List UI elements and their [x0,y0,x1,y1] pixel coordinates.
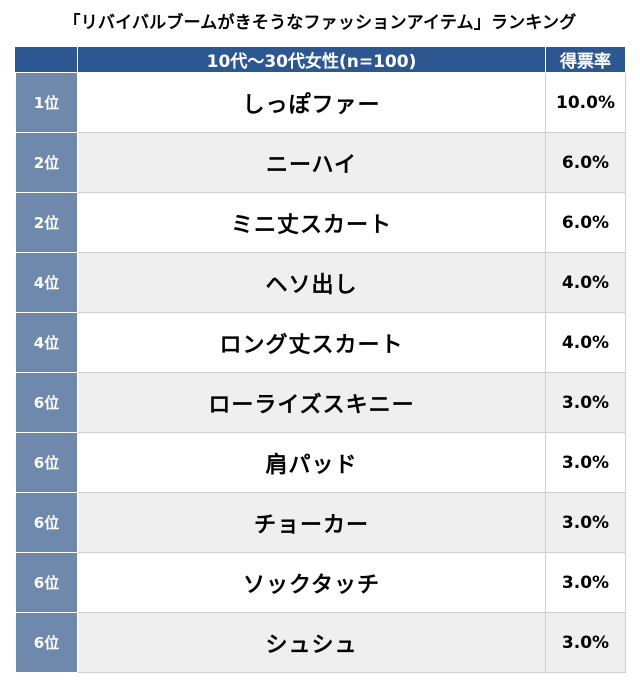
table-row: 6位 肩パッド 3.0% [15,432,626,493]
rank-cell: 6位 [15,432,78,493]
table-row: 2位 ミニ丈スカート 6.0% [15,192,626,253]
rank-cell: 2位 [15,132,78,193]
table-row: 6位 シュシュ 3.0% [15,612,626,673]
item-name-cell: ロング丈スカート [77,312,546,373]
vote-rate-cell: 6.0% [545,132,626,193]
vote-rate-cell: 3.0% [545,432,626,493]
chart-title: 「リバイバルブームがきそうなファッションアイテム」ランキング [63,13,577,33]
ranking-table: 10代〜30代女性(n=100) 得票率 1位 しっぽファー 10.0% 2位 ニーハイ… [15,46,626,673]
rank-cell: 2位 [15,192,78,253]
table-row: 1位 しっぽファー 10.0% [15,72,626,133]
table-header-row: 10代〜30代女性(n=100) 得票率 [15,46,626,73]
vote-rate-cell: 3.0% [545,492,626,553]
vote-rate-cell: 3.0% [545,372,626,433]
rank-cell: 6位 [15,492,78,553]
rank-cell: 4位 [15,312,78,373]
vote-rate-cell: 4.0% [545,252,626,313]
header-rank-cell [15,46,78,73]
table-row: 6位 チョーカー 3.0% [15,492,626,553]
rank-cell: 6位 [15,552,78,613]
table-body: 1位 しっぽファー 10.0% 2位 ニーハイ 6.0% 2位 ミニ丈スカート 6.0% 4位 ヘソ… [15,72,626,673]
item-name-cell: チョーカー [77,492,546,553]
item-name-cell: 肩パッド [77,432,546,493]
header-group-label: 10代〜30代女性(n=100) [77,46,546,73]
item-name-cell: ローライズスキニー [77,372,546,433]
item-name-cell: ニーハイ [77,132,546,193]
header-vote-rate: 得票率 [545,46,626,73]
item-name-cell: シュシュ [77,612,546,673]
item-name-cell: しっぽファー [77,72,546,133]
table-row: 4位 ヘソ出し 4.0% [15,252,626,313]
rank-cell: 6位 [15,372,78,433]
rank-cell: 6位 [15,612,78,673]
item-name-cell: ミニ丈スカート [77,192,546,253]
table-row: 4位 ロング丈スカート 4.0% [15,312,626,373]
rank-cell: 1位 [15,72,78,133]
table-row: 6位 ソックタッチ 3.0% [15,552,626,613]
table-row: 6位 ローライズスキニー 3.0% [15,372,626,433]
vote-rate-cell: 6.0% [545,192,626,253]
vote-rate-cell: 3.0% [545,552,626,613]
table-row: 2位 ニーハイ 6.0% [15,132,626,193]
vote-rate-cell: 10.0% [545,72,626,133]
item-name-cell: ソックタッチ [77,552,546,613]
vote-rate-cell: 3.0% [545,612,626,673]
rank-cell: 4位 [15,252,78,313]
item-name-cell: ヘソ出し [77,252,546,313]
vote-rate-cell: 4.0% [545,312,626,373]
